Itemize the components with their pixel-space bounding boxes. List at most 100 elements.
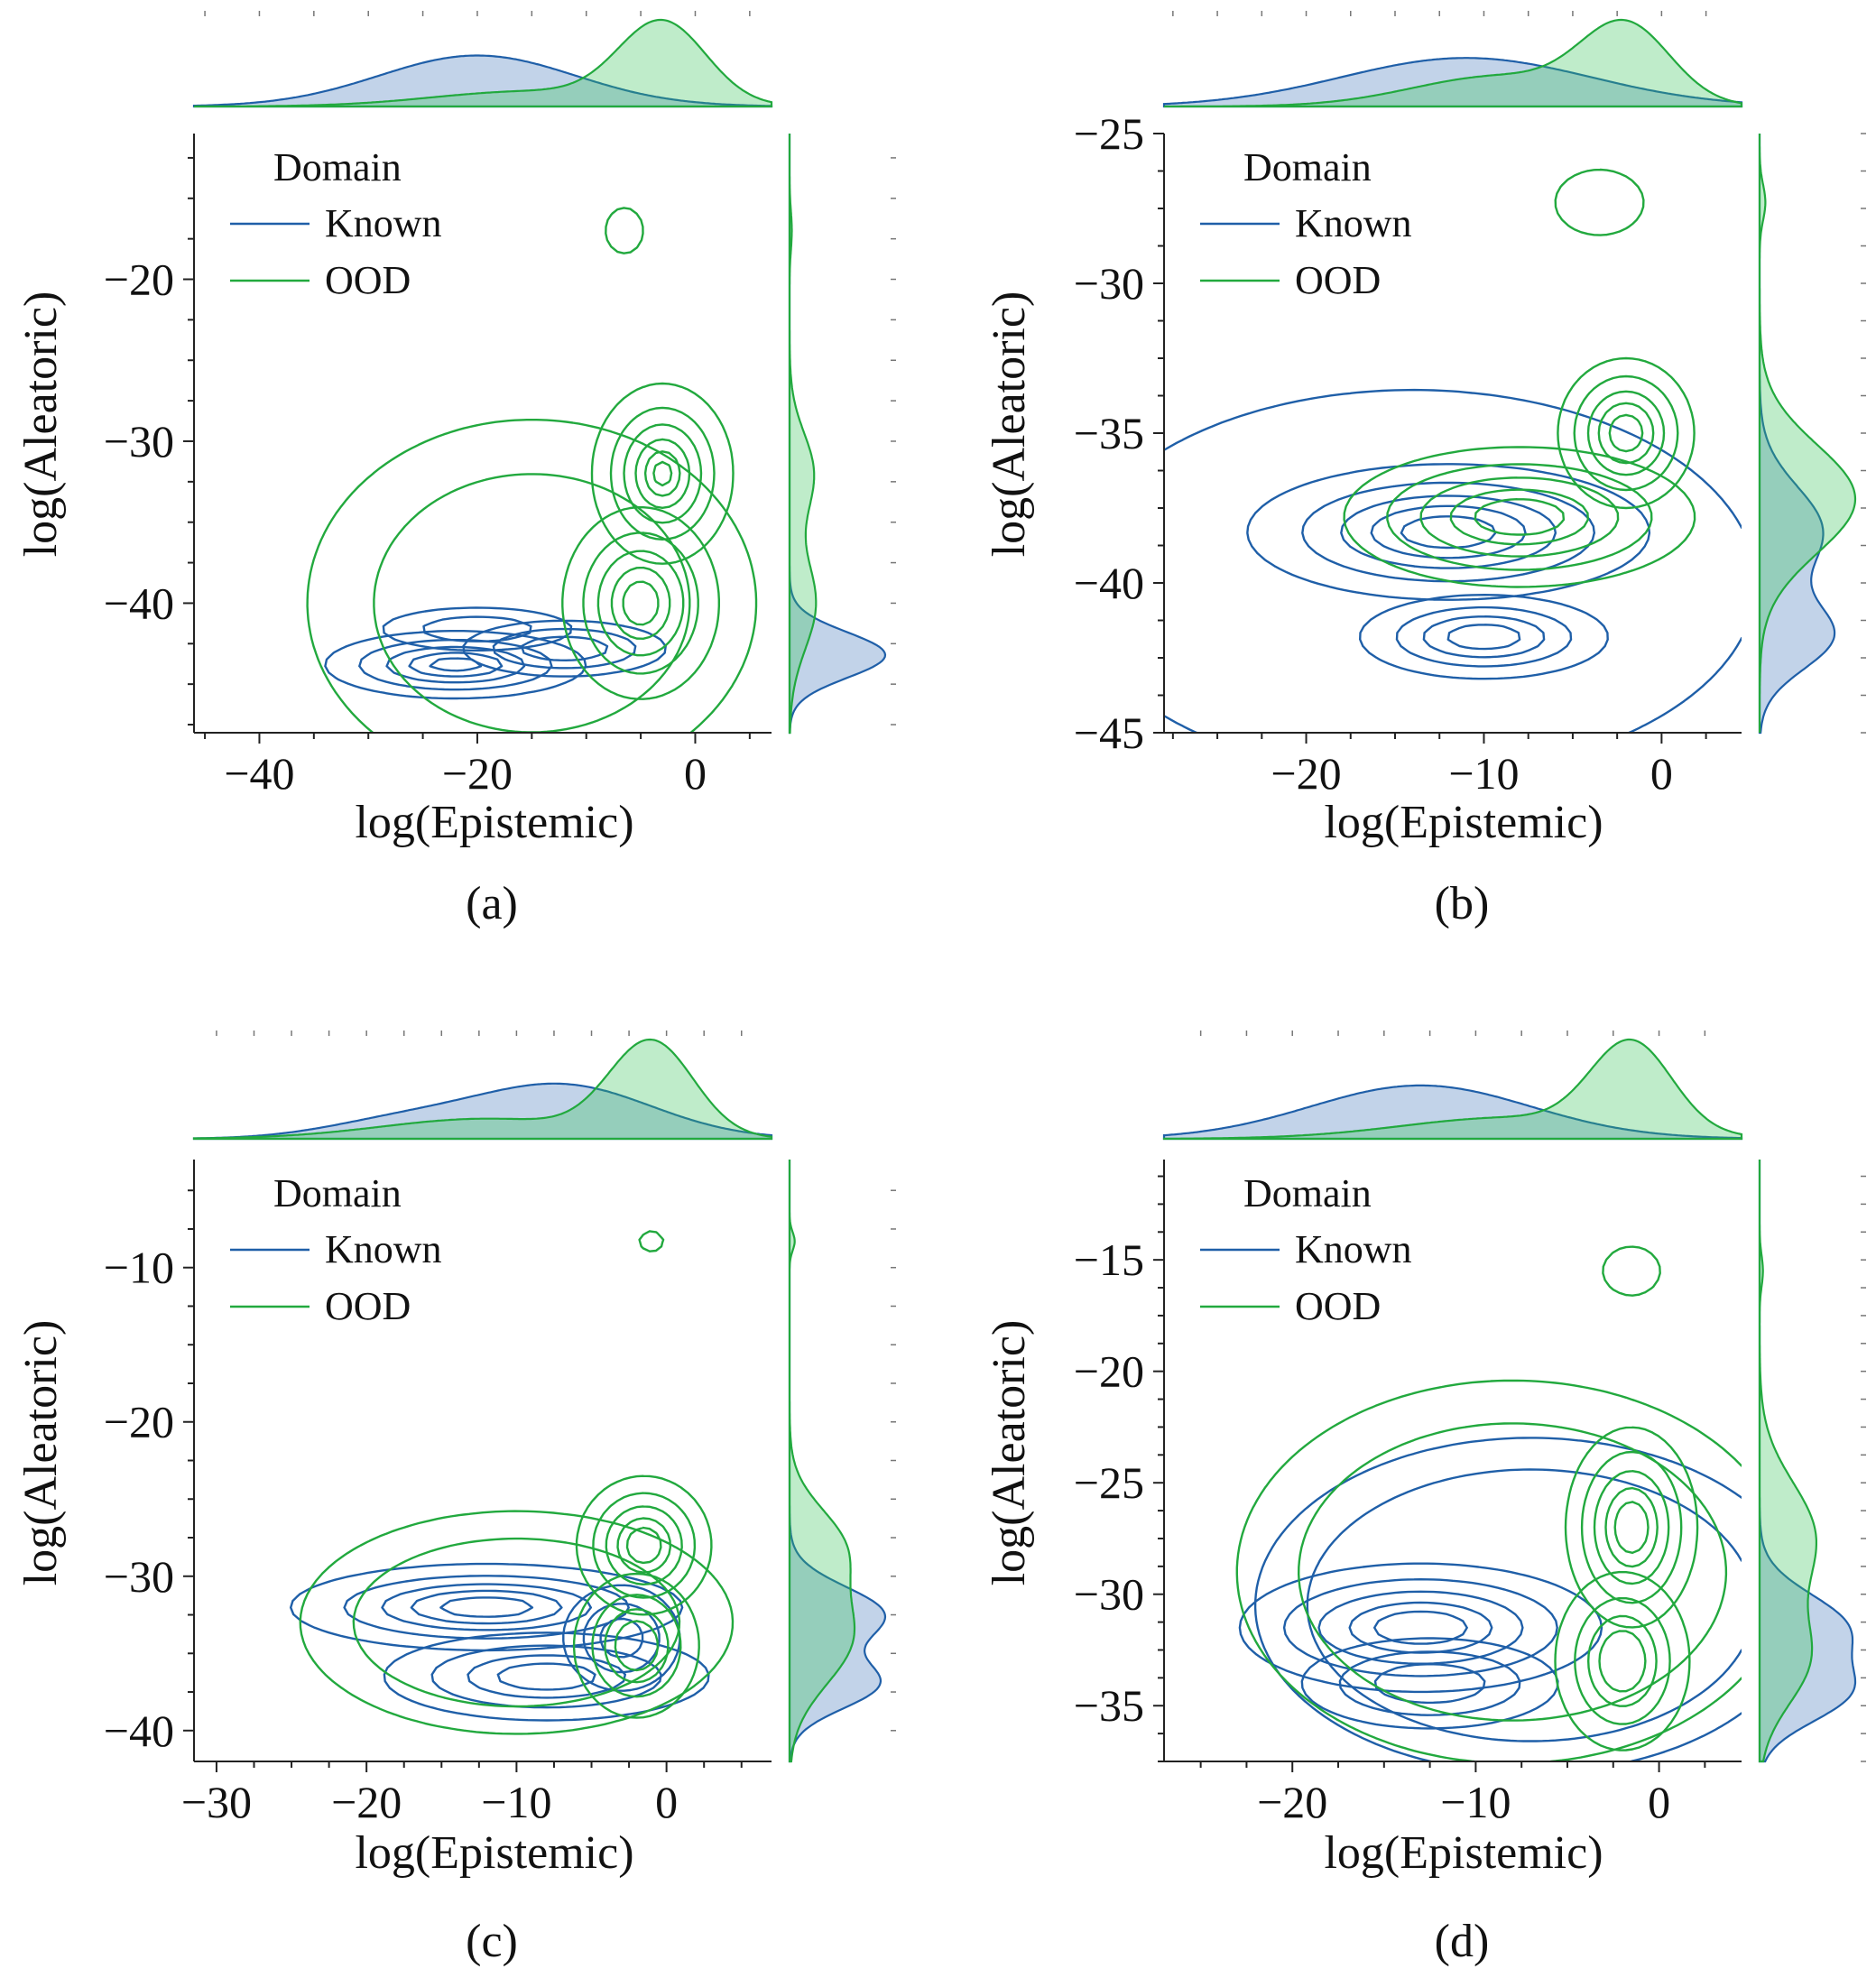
contour-known-0-0 [1246,463,1651,601]
contour-known-2-0 [1164,388,1742,733]
contour-ood-0-2 [623,423,703,524]
contour-known-1-3 [1446,624,1521,651]
panel-caption: (d) [1435,1916,1490,1967]
contour-known-2-0 [382,606,573,652]
y-axis-label: log(Aleatoric) [15,291,67,558]
contour-ood-3-0 [1602,1245,1661,1297]
marginal-x-ood [1164,18,1743,108]
contour-known-0-0 [1238,1562,1603,1694]
marginal-x-known [1162,57,1743,108]
contour-known-1-0 [1300,1637,1559,1730]
y-tick-label: −30 [1074,258,1144,309]
series-known-contours [1238,1437,1742,1761]
x-axis-label: log(Epistemic) [355,1827,633,1879]
marginal-y-ood [788,134,818,735]
y-tick-label: −30 [1074,1569,1144,1620]
contour-known-0-3 [1348,1601,1493,1654]
y-tick-label: −35 [1074,1680,1144,1731]
contour-known-1-1 [1395,605,1573,668]
y-tick-label: −25 [1074,1457,1144,1508]
contour-known-2-1 [422,615,532,642]
panel-b: −20 −10 0 −45 −40 −35 −30 −25 log(Epistemic) log(… [984,11,1866,929]
legend-title: Domain [1243,1171,1372,1215]
contour-ood-3-0 [638,1230,665,1252]
panel-caption: (a) [466,878,518,929]
contour-ood-1-0 [1554,1570,1691,1752]
series-ood-contours [1235,1245,1742,1761]
contour-ood-0-2 [1593,1470,1670,1585]
legend-label-known: Known [1295,201,1412,245]
contour-known-0-1 [1282,1578,1558,1678]
contour-ood-1-3 [614,1620,660,1672]
x-tick-label: −30 [181,1777,252,1827]
marginal-x [1162,1038,1743,1141]
x-tick-label: −20 [1271,748,1341,799]
contour-ood-2-0 [306,419,758,733]
legend-label-known: Known [325,1227,442,1271]
contour-ood-2-0 [1554,168,1645,236]
marginal-y-ood [788,1160,856,1763]
contour-known-1-1 [492,627,637,670]
panel-c: −30 −20 −10 0−40−30−20−10log(Epistemic)log(… [15,1031,896,1967]
y-tick-label: −25 [1074,108,1144,159]
panel-caption: (c) [466,1916,518,1967]
x-tick-label: −20 [1257,1777,1327,1827]
x-tick-label: 0 [1650,748,1673,799]
y-tick-label: −30 [104,1551,174,1602]
legend-label-ood: OOD [325,1284,411,1328]
legend: Domain Known OOD [230,1171,442,1328]
y-axis-label: log(Aleatoric) [984,1320,1035,1586]
contour-ood-1-1 [582,531,699,675]
legend-label-ood: OOD [325,258,411,302]
series-ood-contours [299,1230,735,1735]
contour-known-1-2 [1422,615,1546,659]
contour-ood-0-2 [1586,390,1666,476]
marginal-x [192,1038,773,1141]
contour-ood-0-4 [1608,413,1644,453]
contour-known-1-0 [1359,594,1609,680]
contour-ood-2-1 [373,473,691,733]
marginal-y [1758,1160,1857,1763]
contour-ood-2-1 [352,1537,681,1708]
y-tick-label: −40 [104,1705,174,1756]
contour-known-2-0 [562,1584,681,1692]
series-known-contours [324,606,667,700]
contour-ood-1-3 [610,566,671,640]
x-tick-label: 0 [1648,1777,1670,1827]
contour-known-1-2 [520,635,609,661]
y-tick-label: −40 [104,578,174,628]
contour-known-0-4 [439,1596,534,1618]
contour-ood-0-0 [575,1474,713,1616]
y-tick-label: −20 [1074,1346,1144,1397]
marginal-y-ood [1758,134,1857,733]
marginal-x-known [192,54,773,108]
legend: Domain Known OOD [1200,1171,1412,1328]
x-tick-label: 0 [684,748,707,799]
contour-ood-0-3 [1597,402,1655,465]
contour-ood-0-1 [1580,1450,1683,1604]
contour-ood-3-0 [605,207,644,254]
contour-ood-0-4 [1613,1501,1650,1554]
y-tick-label: −40 [1074,558,1144,608]
marginal-x-known [192,1082,773,1141]
marginal-y-ood [1758,1160,1817,1763]
y-tick-label: −10 [104,1243,174,1293]
legend-label-known: Known [1295,1227,1412,1271]
x-tick-label: −10 [481,1777,551,1827]
contour-ood-1-1 [1386,463,1653,571]
legend-label-ood: OOD [1295,258,1381,302]
contour-known-0-1 [1301,481,1595,583]
contour-ood-1-3 [1598,1630,1647,1693]
legend-title: Domain [1243,145,1372,189]
contour-ood-2-1 [1298,1422,1728,1722]
contour-ood-0-5 [652,460,673,487]
marginal-x-ood [192,1038,773,1141]
series-ood-contours [306,207,758,733]
marginal-y [788,134,887,735]
marginal-x-ood [1162,1038,1743,1141]
contour-ood-0-1 [609,406,716,541]
x-tick-label: 0 [655,1777,678,1827]
marginal-y [788,1160,887,1763]
legend-title: Domain [273,1171,402,1215]
contour-ood-2-0 [1235,1379,1742,1761]
